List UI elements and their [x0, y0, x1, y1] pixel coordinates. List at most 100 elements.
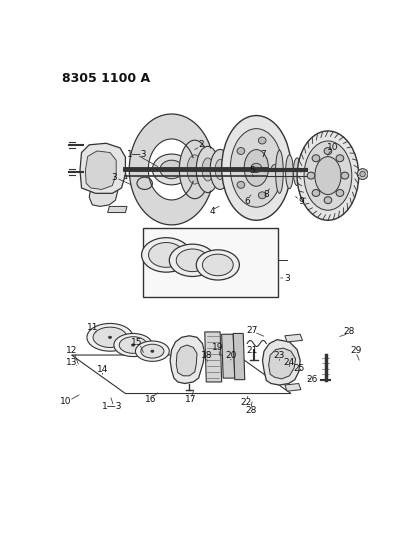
- Ellipse shape: [258, 137, 265, 144]
- Text: 1—3: 1—3: [102, 402, 122, 411]
- Ellipse shape: [236, 148, 244, 155]
- Ellipse shape: [230, 128, 282, 207]
- Ellipse shape: [297, 131, 358, 220]
- Ellipse shape: [340, 172, 348, 179]
- Ellipse shape: [244, 150, 268, 186]
- Polygon shape: [108, 173, 127, 179]
- Ellipse shape: [311, 190, 319, 197]
- Ellipse shape: [356, 168, 367, 180]
- Ellipse shape: [314, 157, 340, 195]
- Ellipse shape: [152, 154, 191, 185]
- Polygon shape: [89, 180, 117, 206]
- Polygon shape: [170, 336, 204, 384]
- Ellipse shape: [202, 158, 213, 181]
- Polygon shape: [85, 151, 116, 189]
- Text: 28: 28: [343, 327, 354, 336]
- Ellipse shape: [87, 324, 133, 351]
- Polygon shape: [108, 206, 127, 213]
- Text: 28: 28: [245, 406, 256, 415]
- Text: 16: 16: [145, 395, 156, 404]
- Ellipse shape: [160, 160, 183, 179]
- Ellipse shape: [176, 249, 208, 272]
- Text: 7: 7: [260, 150, 265, 159]
- Ellipse shape: [359, 172, 364, 177]
- Ellipse shape: [202, 254, 233, 276]
- Text: 12: 12: [66, 346, 77, 355]
- Text: 5: 5: [249, 166, 255, 175]
- Text: 8: 8: [263, 190, 269, 199]
- Text: 20: 20: [225, 351, 236, 360]
- Ellipse shape: [93, 327, 127, 348]
- Text: 25: 25: [292, 365, 303, 374]
- Text: 8305 1100 A: 8305 1100 A: [61, 71, 149, 85]
- Text: 3: 3: [111, 173, 117, 182]
- Ellipse shape: [292, 158, 300, 185]
- Polygon shape: [262, 340, 299, 385]
- Polygon shape: [176, 345, 197, 376]
- Polygon shape: [129, 114, 210, 225]
- Text: 2: 2: [198, 140, 203, 149]
- Text: 4: 4: [209, 207, 215, 216]
- Ellipse shape: [311, 155, 319, 161]
- Ellipse shape: [135, 341, 169, 361]
- Text: 19: 19: [211, 343, 223, 352]
- Text: 11: 11: [86, 323, 98, 332]
- Text: 17: 17: [185, 395, 196, 404]
- Text: 9: 9: [297, 197, 303, 206]
- Polygon shape: [284, 334, 302, 342]
- Ellipse shape: [303, 141, 351, 210]
- Ellipse shape: [196, 147, 219, 192]
- Ellipse shape: [179, 140, 210, 199]
- Ellipse shape: [119, 337, 146, 353]
- Ellipse shape: [258, 192, 265, 199]
- Text: 29: 29: [350, 346, 361, 355]
- Ellipse shape: [306, 172, 314, 179]
- Ellipse shape: [140, 344, 164, 358]
- Polygon shape: [221, 334, 234, 378]
- Text: 13: 13: [65, 358, 77, 367]
- Text: 23: 23: [273, 351, 284, 360]
- Ellipse shape: [222, 152, 239, 187]
- Text: 21: 21: [246, 346, 258, 355]
- Ellipse shape: [196, 250, 239, 280]
- Text: 26: 26: [306, 375, 317, 384]
- Ellipse shape: [169, 244, 215, 277]
- Ellipse shape: [221, 116, 290, 220]
- Ellipse shape: [335, 155, 343, 161]
- Ellipse shape: [335, 190, 343, 197]
- Polygon shape: [233, 334, 244, 379]
- Ellipse shape: [285, 155, 292, 189]
- Ellipse shape: [215, 159, 225, 180]
- Text: 18: 18: [200, 351, 211, 360]
- Ellipse shape: [300, 161, 308, 182]
- Polygon shape: [284, 384, 300, 391]
- Ellipse shape: [250, 163, 261, 173]
- Polygon shape: [80, 143, 125, 193]
- Text: 3: 3: [283, 273, 289, 282]
- Bar: [143, 228, 277, 297]
- Ellipse shape: [151, 350, 153, 352]
- Ellipse shape: [323, 197, 331, 204]
- Ellipse shape: [187, 155, 202, 184]
- Text: 22: 22: [240, 398, 251, 407]
- Ellipse shape: [131, 344, 134, 346]
- Text: 10: 10: [326, 143, 337, 151]
- Ellipse shape: [226, 161, 235, 178]
- Polygon shape: [204, 332, 221, 382]
- Polygon shape: [268, 348, 295, 379]
- Text: 27: 27: [246, 326, 258, 335]
- Text: 1—3: 1—3: [126, 150, 147, 159]
- Text: 14: 14: [97, 365, 108, 374]
- Ellipse shape: [108, 336, 111, 338]
- Ellipse shape: [210, 149, 229, 189]
- Ellipse shape: [275, 150, 283, 193]
- Ellipse shape: [141, 238, 191, 272]
- Ellipse shape: [323, 148, 331, 155]
- Text: 15: 15: [131, 338, 142, 347]
- Text: 6: 6: [244, 197, 249, 206]
- Ellipse shape: [236, 181, 244, 188]
- Ellipse shape: [114, 334, 152, 357]
- Text: 24: 24: [283, 358, 294, 367]
- Text: 10: 10: [60, 397, 72, 406]
- Ellipse shape: [271, 165, 279, 172]
